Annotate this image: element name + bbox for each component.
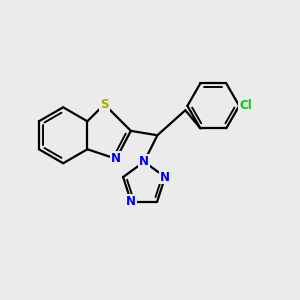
Text: N: N <box>160 170 170 184</box>
Text: N: N <box>126 195 136 208</box>
Text: Cl: Cl <box>239 99 252 112</box>
Text: S: S <box>100 98 109 111</box>
Text: N: N <box>139 155 149 168</box>
Text: N: N <box>111 152 121 165</box>
